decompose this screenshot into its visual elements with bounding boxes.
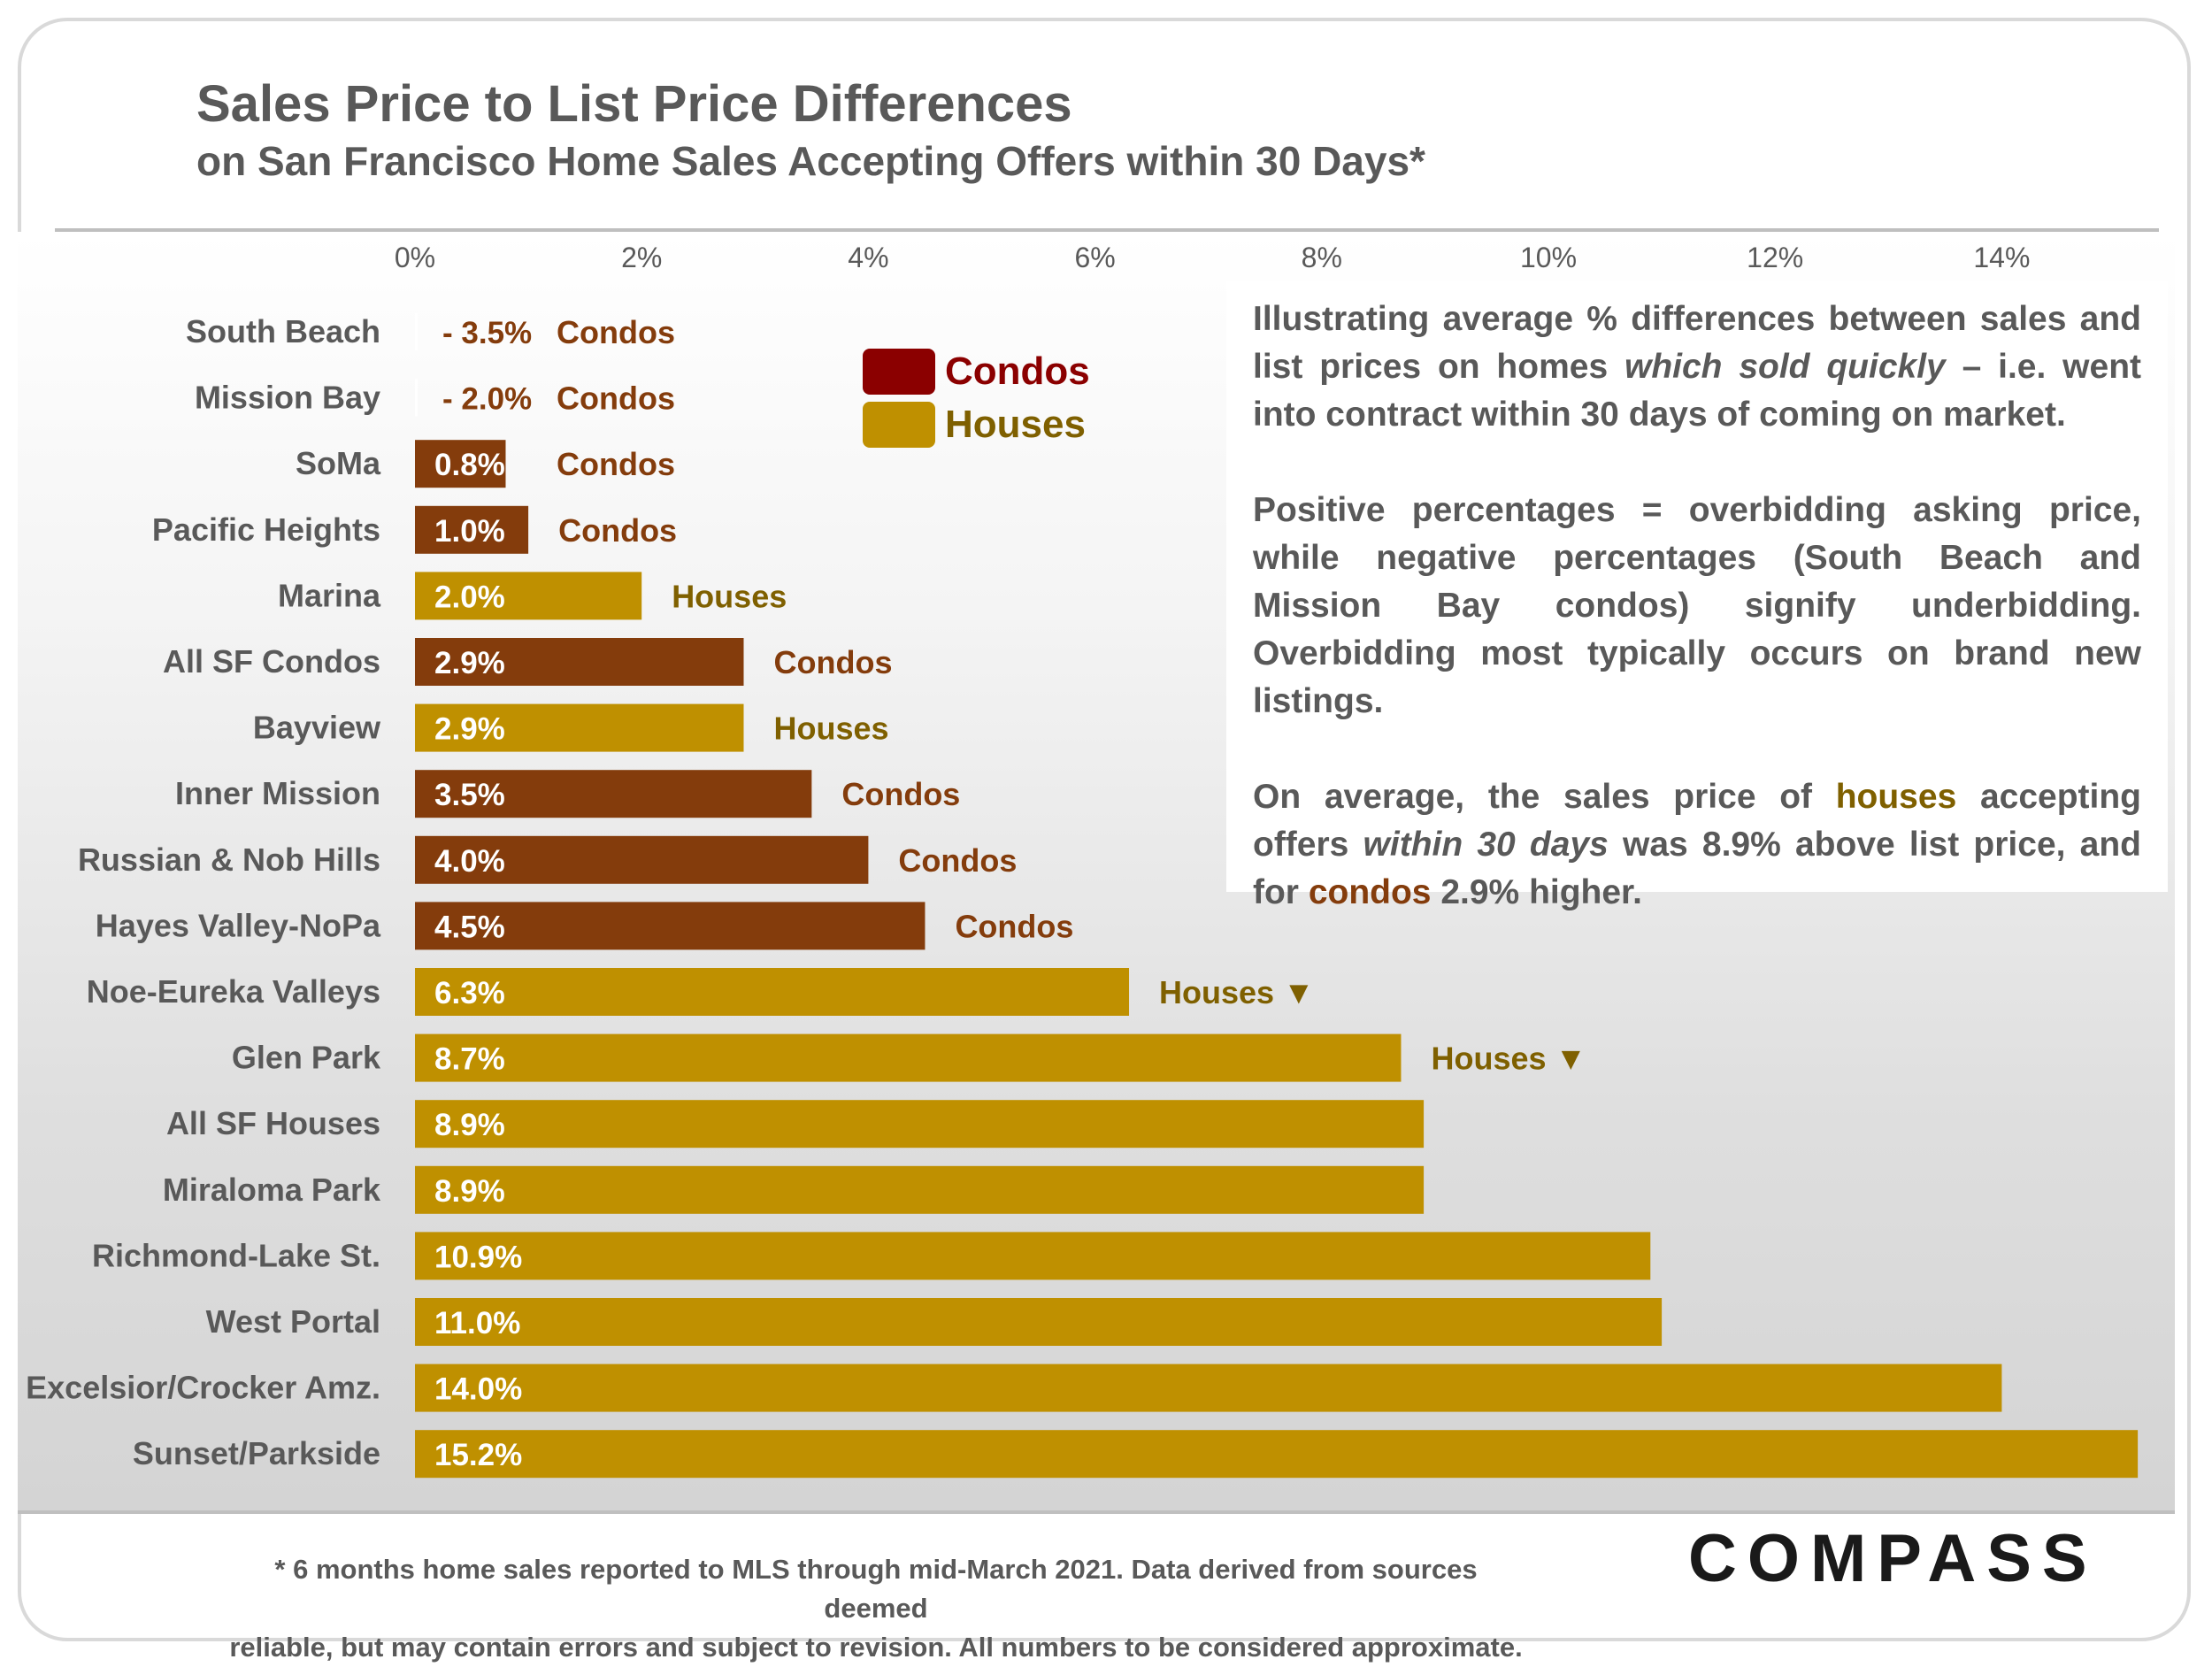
value-label: 14.0% bbox=[434, 1372, 522, 1407]
category-label: Glen Park bbox=[232, 1040, 381, 1076]
category-label: Hayes Valley-NoPa bbox=[96, 907, 381, 943]
bar bbox=[415, 1232, 1651, 1280]
category-label: Excelsior/Crocker Amz. bbox=[26, 1370, 380, 1406]
type-label: Houses ▼ bbox=[1431, 1041, 1586, 1077]
type-label: Condos bbox=[557, 314, 675, 350]
type-label: Houses bbox=[672, 578, 787, 614]
legend-swatch-houses bbox=[863, 402, 935, 448]
value-label: - 2.0% bbox=[442, 382, 532, 417]
category-label: Russian & Nob Hills bbox=[78, 841, 380, 878]
footnote-line-2: reliable, but may contain errors and sub… bbox=[229, 1632, 1523, 1663]
type-label: Houses ▼ bbox=[1159, 974, 1315, 1010]
category-label: Miraloma Park bbox=[163, 1172, 381, 1208]
x-tick-label: 14% bbox=[1973, 242, 2030, 273]
x-tick-label: 0% bbox=[395, 242, 435, 273]
bar bbox=[415, 968, 1130, 1016]
bar bbox=[415, 703, 744, 752]
bar bbox=[415, 638, 744, 686]
bar bbox=[415, 440, 506, 488]
footnote-line-1: * 6 months home sales reported to MLS th… bbox=[274, 1554, 1478, 1624]
x-tick-label: 10% bbox=[1520, 242, 1577, 273]
bar bbox=[415, 770, 812, 818]
bar bbox=[415, 1033, 1402, 1082]
value-label: 8.7% bbox=[434, 1042, 505, 1077]
value-label: 6.3% bbox=[434, 976, 505, 1010]
note-paragraph-1: Illustrating average % differences betwe… bbox=[1253, 300, 2142, 434]
category-label: Noe-Eureka Valleys bbox=[87, 973, 380, 1010]
category-label: Pacific Heights bbox=[152, 511, 380, 548]
legend-swatch-condos bbox=[863, 349, 935, 395]
type-label: Condos bbox=[558, 512, 677, 549]
note-paragraph-3: On average, the sales price of houses ac… bbox=[1253, 778, 2142, 911]
type-label: Condos bbox=[841, 776, 960, 812]
value-label: 8.9% bbox=[434, 1174, 505, 1209]
type-label: Houses bbox=[773, 711, 888, 747]
chart-title: Sales Price to List Price Differences bbox=[196, 75, 1072, 133]
x-tick-label: 6% bbox=[1074, 242, 1115, 273]
bar bbox=[415, 1430, 2139, 1479]
type-label: Condos bbox=[557, 446, 675, 482]
bar bbox=[415, 505, 529, 554]
value-label: - 3.5% bbox=[442, 316, 532, 350]
x-tick-label: 8% bbox=[1302, 242, 1342, 273]
value-label: 2.0% bbox=[434, 580, 505, 614]
x-tick-label: 4% bbox=[848, 242, 888, 273]
category-label: Marina bbox=[278, 577, 381, 613]
type-label: Condos bbox=[773, 644, 892, 680]
value-label: 3.5% bbox=[434, 778, 505, 812]
value-label: 8.9% bbox=[434, 1108, 505, 1142]
category-label: Sunset/Parkside bbox=[133, 1435, 380, 1471]
footer-divider bbox=[18, 1510, 2175, 1514]
category-label: Richmond-Lake St. bbox=[92, 1237, 380, 1273]
value-label: 2.9% bbox=[434, 712, 505, 747]
category-label: All SF Houses bbox=[166, 1105, 380, 1141]
category-label: West Portal bbox=[206, 1303, 380, 1340]
note-paragraph-2: Positive percentages = overbidding askin… bbox=[1253, 491, 2141, 720]
category-label: Mission Bay bbox=[195, 380, 380, 416]
title-divider bbox=[55, 228, 2159, 232]
value-label: 4.5% bbox=[434, 910, 505, 944]
type-label: Condos bbox=[955, 908, 1073, 944]
category-label: Inner Mission bbox=[175, 775, 380, 811]
x-tick-label: 2% bbox=[621, 242, 662, 273]
bar bbox=[415, 1100, 1425, 1148]
type-label: Condos bbox=[557, 380, 675, 417]
type-label: Condos bbox=[898, 842, 1017, 879]
value-label: 11.0% bbox=[434, 1306, 520, 1341]
legend-label-houses: Houses bbox=[945, 403, 1086, 446]
bar bbox=[415, 835, 869, 884]
zero-marker bbox=[415, 379, 418, 417]
bar bbox=[415, 572, 642, 620]
legend-label-condos: Condos bbox=[945, 350, 1090, 393]
x-tick-label: 12% bbox=[1747, 242, 1803, 273]
compass-logo: COMPASS bbox=[1688, 1521, 2098, 1596]
category-label: Bayview bbox=[253, 710, 381, 746]
chart-subtitle: on San Francisco Home Sales Accepting Of… bbox=[196, 138, 1425, 184]
value-label: 10.9% bbox=[434, 1240, 522, 1274]
value-label: 2.9% bbox=[434, 646, 505, 680]
value-label: 1.0% bbox=[434, 514, 505, 549]
value-label: 4.0% bbox=[434, 844, 505, 879]
bar bbox=[415, 1298, 1663, 1346]
bar bbox=[415, 902, 926, 950]
value-label: 15.2% bbox=[434, 1438, 522, 1472]
category-label: South Beach bbox=[186, 313, 380, 350]
value-label: 0.8% bbox=[434, 448, 505, 482]
zero-marker bbox=[415, 313, 418, 350]
category-label: All SF Condos bbox=[163, 643, 380, 680]
category-label: SoMa bbox=[296, 445, 381, 481]
bar bbox=[415, 1165, 1425, 1214]
footnote: * 6 months home sales reported to MLS th… bbox=[221, 1550, 1531, 1667]
bar bbox=[415, 1364, 2002, 1412]
explanation-note: Illustrating average % differences betwe… bbox=[1226, 281, 2168, 911]
